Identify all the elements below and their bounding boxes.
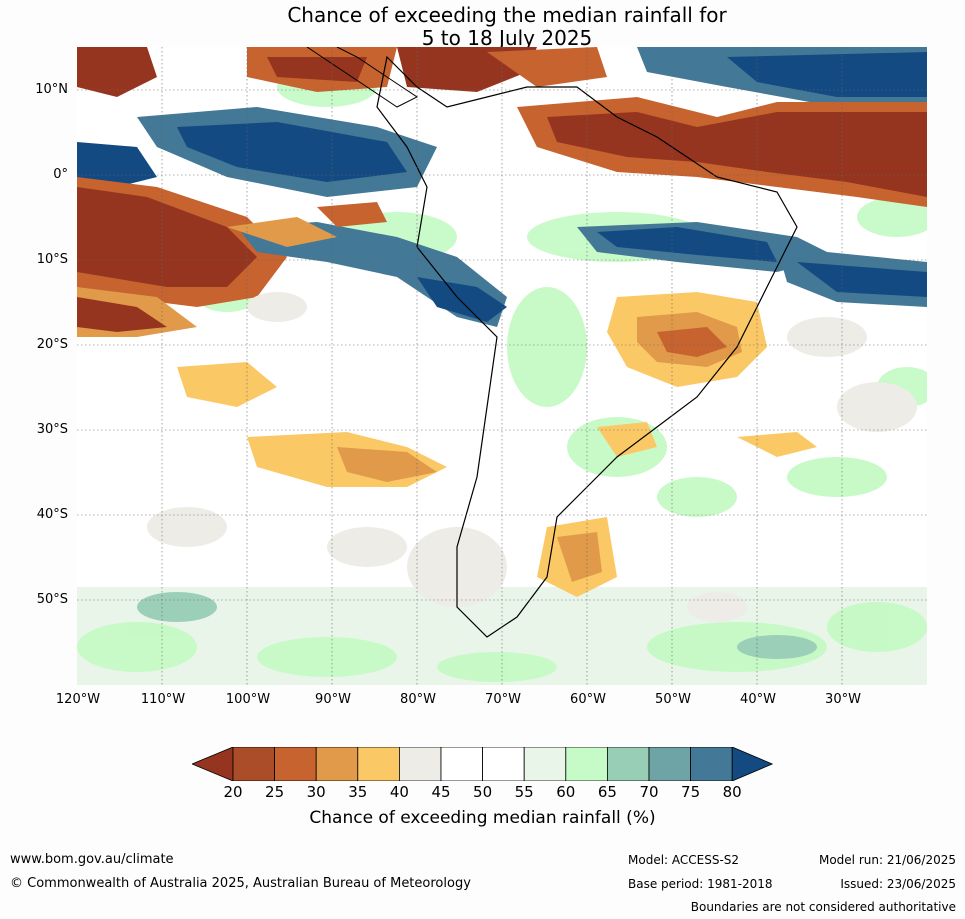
colorbar-tick-label: 80 [722, 783, 742, 801]
lat-label-30s: 30°S [36, 422, 68, 437]
base-period-text: Base period: 1981-2018 [628, 877, 773, 891]
colorbar-segment [232, 747, 275, 781]
lon-label-60w: 60°W [570, 692, 606, 707]
central-america [306, 47, 418, 108]
title-line-1: Chance of exceeding the median rainfall … [287, 3, 727, 27]
lon-label-50w: 50°W [655, 692, 691, 707]
colorbar-tick-label: 55 [514, 783, 534, 801]
website-text: www.bom.gov.au/climate [10, 852, 174, 867]
colorbar-tick-label: 25 [265, 783, 285, 801]
colorbar-segment [440, 747, 483, 781]
colorbar-tick-label: 60 [556, 783, 576, 801]
lat-label-50s: 50°S [36, 592, 68, 607]
colorbar-tick-label: 75 [681, 783, 701, 801]
colorbar-extend-high [731, 747, 774, 781]
issued-text: Issued: 23/06/2025 [840, 877, 956, 891]
lon-label-110w: 110°W [140, 692, 186, 707]
colorbar-tick-label: 65 [597, 783, 617, 801]
disclaimer-text: Boundaries are not considered authoritat… [690, 900, 956, 914]
lat-label-10n: 10°N [35, 82, 68, 97]
graticule [77, 47, 927, 685]
lon-label-70w: 70°W [485, 692, 521, 707]
lat-label-20s: 20°S [36, 337, 68, 352]
colorbar-tick-label: 35 [348, 783, 368, 801]
colorbar-label: Chance of exceeding median rainfall (%) [309, 808, 656, 828]
colorbar-segment [606, 747, 650, 781]
lon-label-100w: 100°W [225, 692, 271, 707]
colorbar-extend-low [192, 747, 234, 781]
colorbar-tick-label: 20 [223, 783, 243, 801]
colorbar-segment [315, 747, 359, 781]
lat-label-10s: 10°S [36, 252, 68, 267]
tropical-patterns [77, 47, 927, 622]
title-line-2: 5 to 18 July 2025 [421, 26, 593, 50]
map-canvas [77, 47, 927, 685]
colorbar-segment [357, 747, 400, 781]
lon-label-120w: 120°W [55, 692, 101, 707]
colorbar-tick-label: 45 [431, 783, 451, 801]
colorbar-segment [523, 747, 567, 781]
lon-label-90w: 90°W [315, 692, 351, 707]
colorbar-ticks: 20 25 30 35 40 45 50 55 60 65 70 75 80 [0, 783, 965, 803]
model-run-text: Model run: 21/06/2025 [818, 853, 956, 867]
colorbar-segment [398, 747, 442, 781]
rainfall-map [77, 47, 927, 685]
copyright-text: © Commonwealth of Australia 2025, Austra… [10, 876, 471, 891]
lat-label-0: 0° [53, 167, 68, 182]
lon-label-80w: 80°W [400, 692, 436, 707]
model-text: Model: ACCESS-S2 [628, 853, 740, 867]
colorbar-tick-label: 40 [389, 783, 409, 801]
colorbar-tick-label: 50 [473, 783, 493, 801]
lon-label-40w: 40°W [740, 692, 776, 707]
colorbar-segment [274, 747, 317, 781]
colorbar [192, 747, 774, 781]
colorbar-segment [482, 747, 525, 781]
colorbar-segment [565, 747, 608, 781]
colorbar-tick-label: 30 [306, 783, 326, 801]
coastline [376, 55, 798, 638]
lon-label-30w: 30°W [825, 692, 861, 707]
lat-label-40s: 40°S [36, 507, 68, 522]
colorbar-segment [690, 747, 733, 781]
colorbar-segment [648, 747, 691, 781]
colorbar-tick-label: 70 [639, 783, 659, 801]
map-title: Chance of exceeding the median rainfall … [0, 4, 965, 50]
